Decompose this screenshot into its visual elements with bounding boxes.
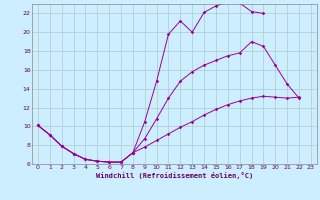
X-axis label: Windchill (Refroidissement éolien,°C): Windchill (Refroidissement éolien,°C) <box>96 172 253 179</box>
